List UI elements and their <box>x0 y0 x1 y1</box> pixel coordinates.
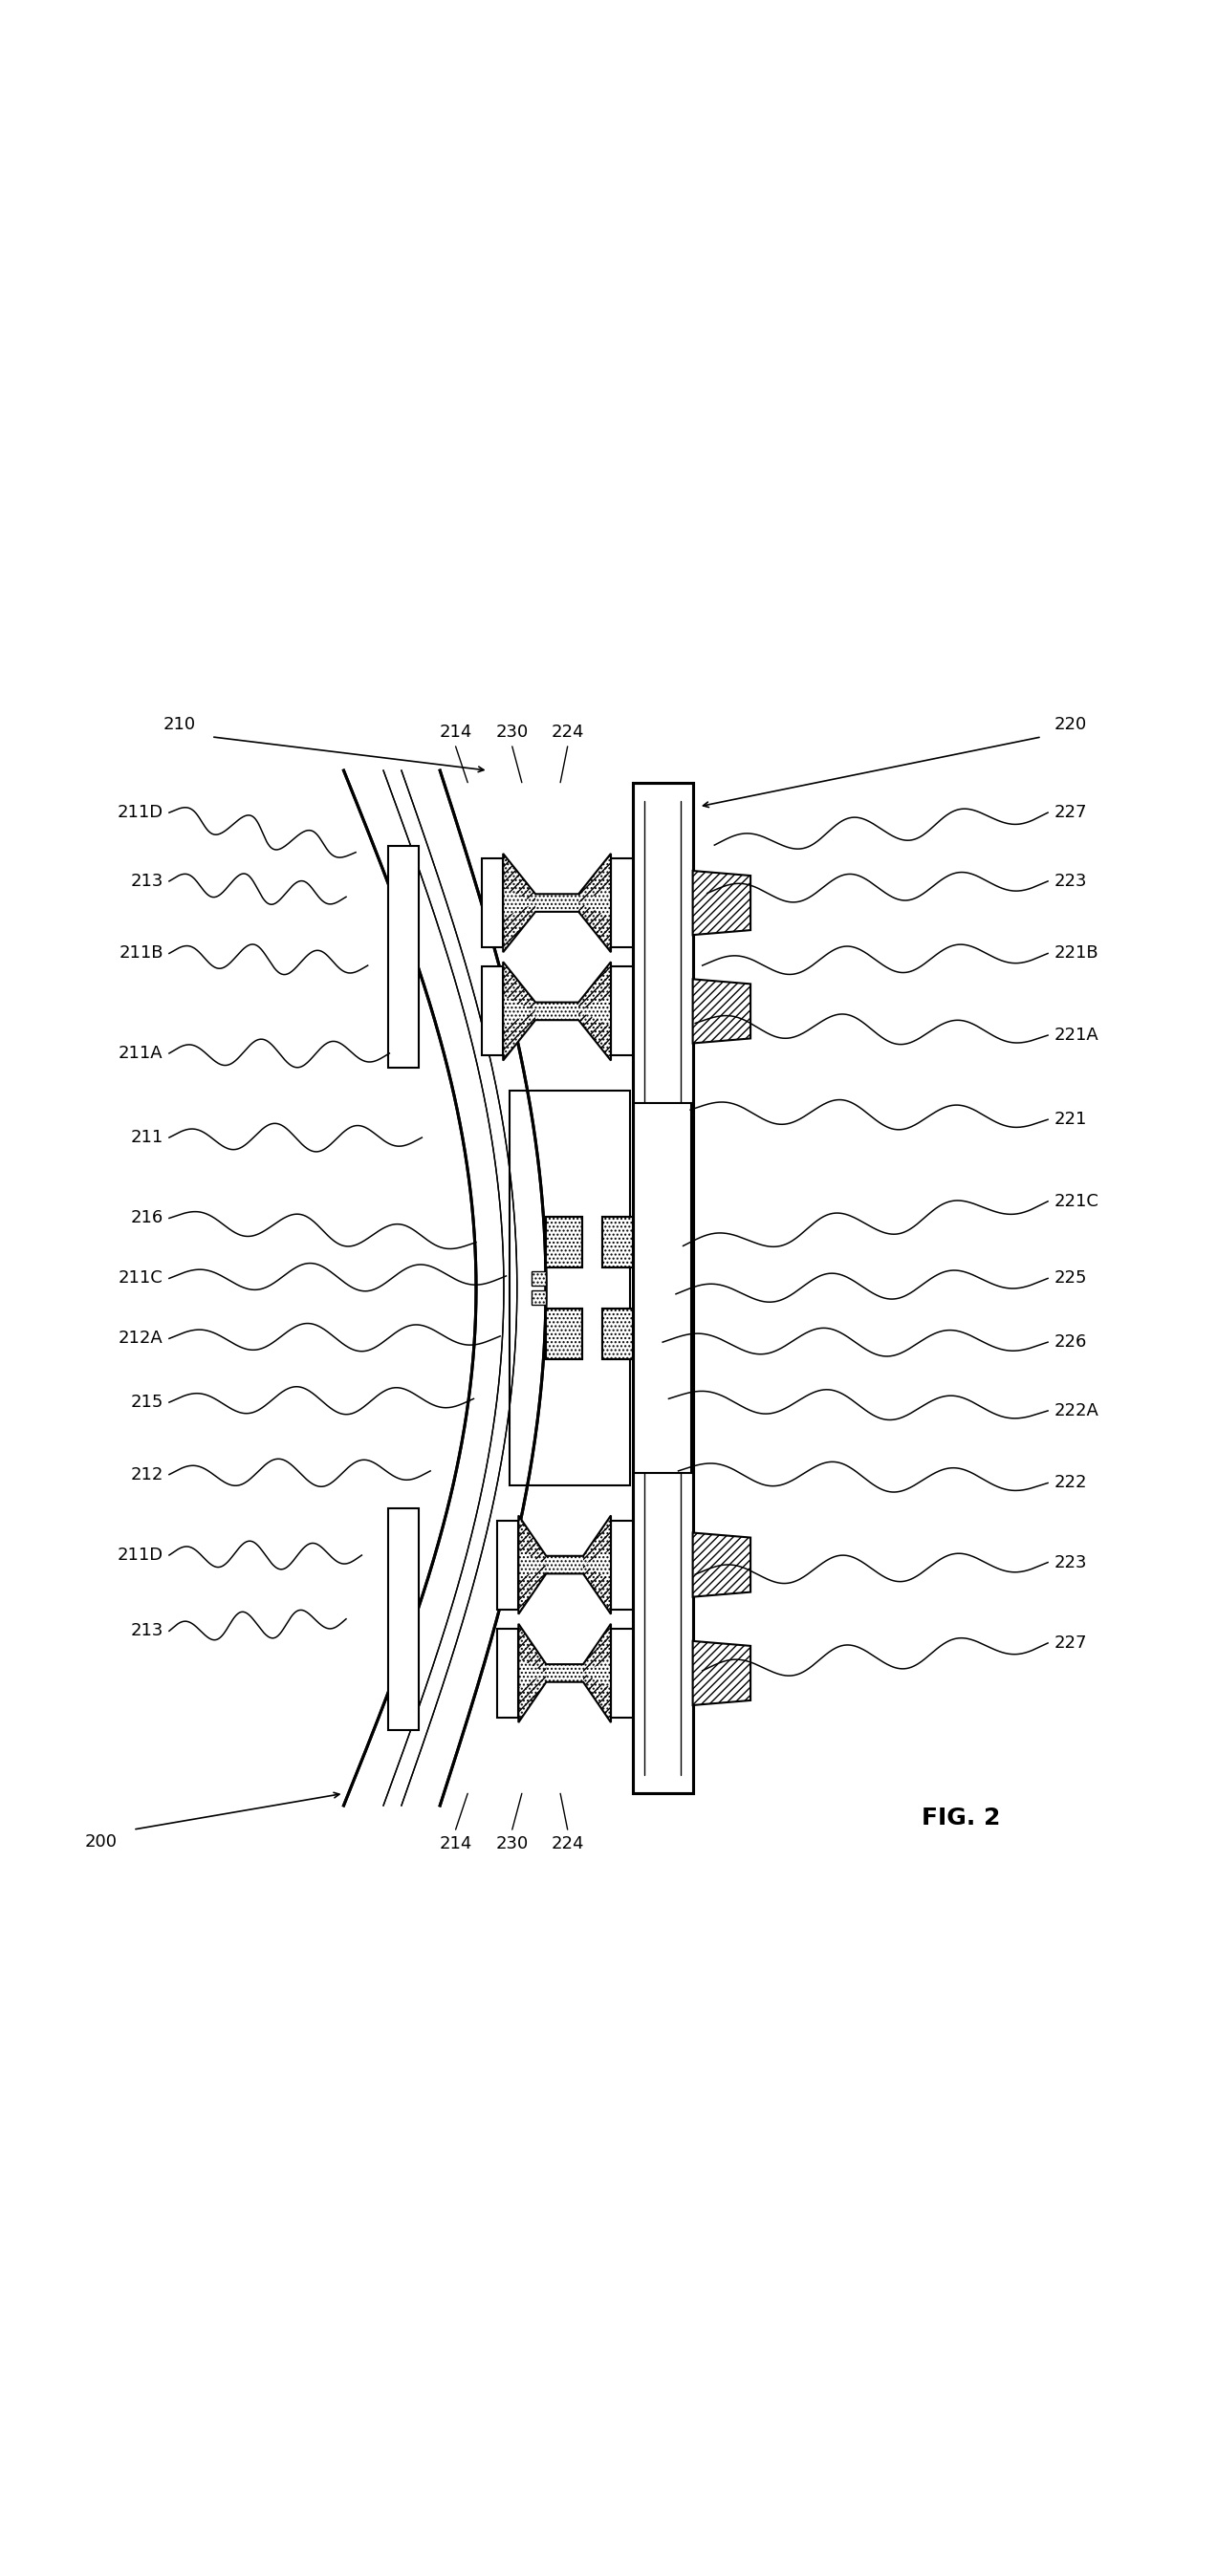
Text: 211: 211 <box>130 1128 163 1146</box>
Bar <box>602 1309 633 1360</box>
Bar <box>634 1103 691 1473</box>
Text: 230: 230 <box>495 724 528 739</box>
Text: 215: 215 <box>130 1394 163 1412</box>
Text: 213: 213 <box>130 1623 163 1638</box>
Bar <box>482 858 503 948</box>
Polygon shape <box>692 1641 751 1705</box>
Text: 224: 224 <box>551 1837 584 1852</box>
Text: 223: 223 <box>1054 1553 1087 1571</box>
Bar <box>532 1291 546 1306</box>
Text: 211D: 211D <box>117 804 163 822</box>
Text: 200: 200 <box>85 1834 117 1850</box>
Text: 222: 222 <box>1054 1473 1087 1492</box>
Bar <box>611 1628 633 1718</box>
Bar <box>510 1090 630 1486</box>
Text: 221C: 221C <box>1054 1193 1099 1211</box>
Bar <box>602 1309 633 1360</box>
Bar <box>633 783 692 1793</box>
Text: 212A: 212A <box>118 1329 163 1347</box>
Bar <box>546 1309 582 1360</box>
Bar <box>497 1628 518 1718</box>
Bar <box>602 1216 633 1267</box>
Text: 221: 221 <box>1054 1110 1087 1128</box>
Bar <box>497 1520 518 1610</box>
Text: 210: 210 <box>163 716 196 734</box>
Text: 226: 226 <box>1054 1334 1087 1350</box>
Polygon shape <box>518 1515 611 1615</box>
Polygon shape <box>503 853 611 953</box>
Text: 224: 224 <box>551 724 584 739</box>
Text: 225: 225 <box>1054 1270 1087 1288</box>
Text: 220: 220 <box>1054 716 1087 734</box>
Text: FIG. 2: FIG. 2 <box>921 1806 1000 1829</box>
Bar <box>388 848 419 1069</box>
Polygon shape <box>343 770 546 1806</box>
Text: 212: 212 <box>130 1466 163 1484</box>
Bar <box>633 783 692 1793</box>
Text: 211D: 211D <box>117 1546 163 1564</box>
Text: 230: 230 <box>495 1837 528 1852</box>
Text: 216: 216 <box>130 1211 163 1226</box>
Polygon shape <box>503 961 611 1061</box>
Text: 213: 213 <box>130 873 163 889</box>
Polygon shape <box>518 1623 611 1723</box>
Text: 221A: 221A <box>1054 1028 1099 1043</box>
Bar <box>546 1216 582 1267</box>
Text: 211B: 211B <box>119 945 163 961</box>
Bar <box>388 1507 419 1728</box>
Bar <box>546 1309 582 1360</box>
Bar <box>611 1520 633 1610</box>
Bar <box>546 1216 582 1267</box>
Text: 214: 214 <box>439 1837 472 1852</box>
Polygon shape <box>692 1533 751 1597</box>
Bar <box>532 1270 546 1285</box>
Bar <box>602 1216 633 1267</box>
Text: 221B: 221B <box>1054 945 1099 961</box>
Polygon shape <box>692 871 751 935</box>
Bar <box>611 858 633 948</box>
Bar <box>611 966 633 1056</box>
Text: 227: 227 <box>1054 1633 1087 1651</box>
Text: 211C: 211C <box>118 1270 163 1288</box>
Text: 223: 223 <box>1054 873 1087 889</box>
Text: 227: 227 <box>1054 804 1087 822</box>
Polygon shape <box>692 979 751 1043</box>
Text: 211A: 211A <box>118 1046 163 1061</box>
Text: 214: 214 <box>439 724 472 739</box>
Polygon shape <box>453 1090 633 1486</box>
Bar <box>482 966 503 1056</box>
Text: 222A: 222A <box>1054 1401 1099 1419</box>
